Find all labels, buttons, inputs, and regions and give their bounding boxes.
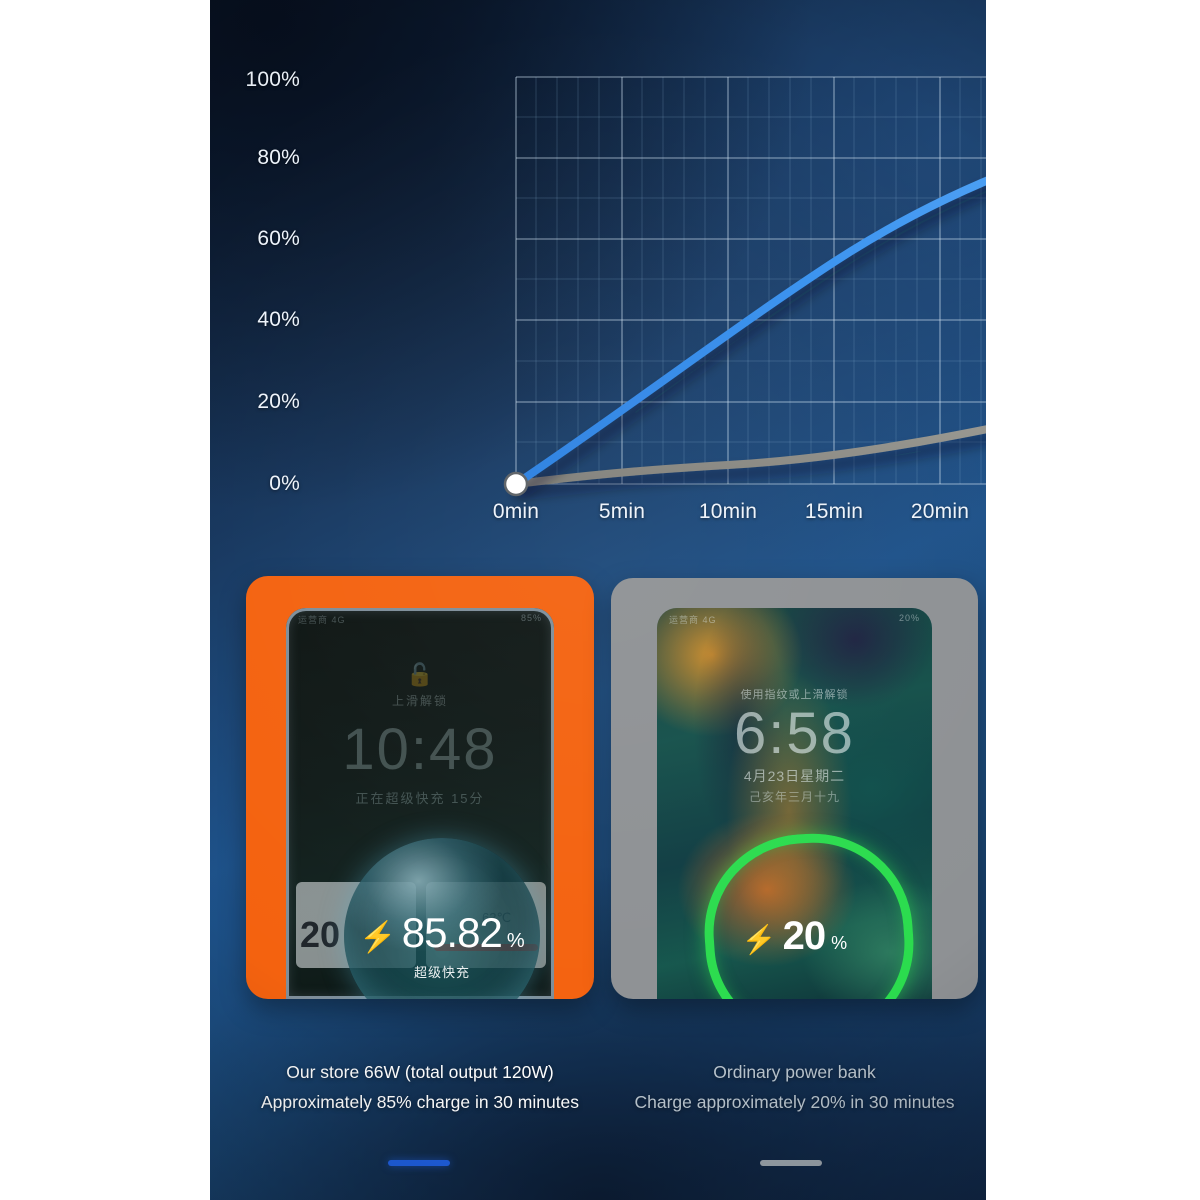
chart-minor-grid: [516, 77, 986, 484]
chart-svg: [503, 76, 986, 497]
charge-status-text: 正在超级快充 15分: [355, 791, 485, 806]
charge-percent-row: ⚡ 20 %: [657, 916, 932, 956]
ordinary-charge-caption: Ordinary power bank Charge approximately…: [611, 1057, 978, 1117]
widget-number: 20: [300, 914, 341, 955]
lockscreen-clock: 10:48: [342, 717, 498, 782]
y-tick-0: 0%: [269, 472, 300, 495]
y-tick-60: 60%: [257, 227, 300, 250]
lightning-bolt-icon: ⚡: [741, 924, 777, 955]
ordinary-charge-phone-card: 运营商 4G 20% 使用指纹或上滑解锁 6:58 4月23日星期二 己亥年三月…: [611, 578, 978, 999]
x-tick-15min: 15min: [804, 500, 864, 523]
indicator-bar-ordinary: [760, 1160, 822, 1166]
y-tick-100: 100%: [245, 68, 300, 91]
x-tick-20min: 20min: [910, 500, 970, 523]
charge-percent-unit: %: [506, 930, 525, 952]
x-tick-0min: 0min: [492, 500, 540, 523]
charge-percent-value: 85.82: [401, 909, 503, 956]
lockscreen-lunar-date: 己亥年三月十九: [748, 790, 840, 804]
ordinary-charge-caption-line1: Ordinary power bank: [713, 1062, 876, 1082]
charge-percent-value: 20: [782, 914, 826, 958]
y-tick-80: 80%: [257, 146, 300, 169]
ordinary-charge-caption-line2: Charge approximately 20% in 30 minutes: [634, 1092, 955, 1112]
charge-percent-unit: %: [831, 933, 848, 953]
lockscreen-date: 4月23日星期二: [743, 768, 846, 784]
y-tick-20: 20%: [257, 390, 300, 413]
fast-charge-caption-line2: Approximately 85% charge in 30 minutes: [260, 1092, 580, 1112]
charge-bubble: ⚡ 85.82 % 超级快充: [344, 838, 540, 999]
fast-charge-caption: Our store 66W (total output 120W) Approx…: [246, 1057, 594, 1117]
lockscreen-clock: 6:58: [734, 701, 855, 766]
origin-marker: [503, 471, 529, 497]
ordinary-charge-phone-screen: 运营商 4G 20% 使用指纹或上滑解锁 6:58 4月23日星期二 己亥年三月…: [657, 608, 932, 999]
x-tick-5min: 5min: [598, 500, 646, 523]
phone-wallpaper-swirl: [657, 608, 932, 999]
y-tick-40: 40%: [257, 308, 300, 331]
charge-mode-label: 超级快充: [413, 965, 470, 980]
content-panel: 100% 80% 60% 40% 20% 0% 0min 5min 10min …: [210, 0, 986, 1200]
status-bar: 运营商 4G 85%: [286, 608, 554, 630]
chart-major-grid: [515, 76, 986, 485]
status-bar-battery: 85%: [520, 613, 542, 623]
indicator-bar-fast: [388, 1160, 450, 1166]
fast-charge-phone-card: 运营商 4G 85% 🔓 上滑解锁 10:48 正在超级快充 15分 20 62…: [246, 576, 594, 999]
charge-percent-row: ⚡ 85.82 %: [344, 912, 540, 954]
unlock-icon: 🔓: [406, 662, 434, 687]
charging-speed-chart: 100% 80% 60% 40% 20% 0% 0min 5min 10min …: [210, 0, 986, 545]
status-bar-battery: 20%: [898, 613, 920, 623]
status-bar-carrier: 运营商 4G: [669, 615, 717, 625]
unlock-hint-text: 使用指纹或上滑解锁: [740, 689, 849, 701]
series-ordinary-line: [512, 425, 986, 488]
status-bar-carrier: 运营商 4G: [298, 615, 346, 625]
status-bar: 运营商 4G 20%: [657, 608, 932, 630]
x-tick-10min: 10min: [698, 500, 758, 523]
series-fast-line: [512, 176, 986, 488]
lightning-bolt-icon: ⚡: [359, 921, 397, 954]
lock-hint-text: 上滑解锁: [391, 694, 448, 708]
fast-charge-phone-screen: 运营商 4G 85% 🔓 上滑解锁 10:48 正在超级快充 15分 20 62…: [286, 608, 554, 999]
fast-charge-caption-line1: Our store 66W (total output 120W): [286, 1062, 554, 1082]
